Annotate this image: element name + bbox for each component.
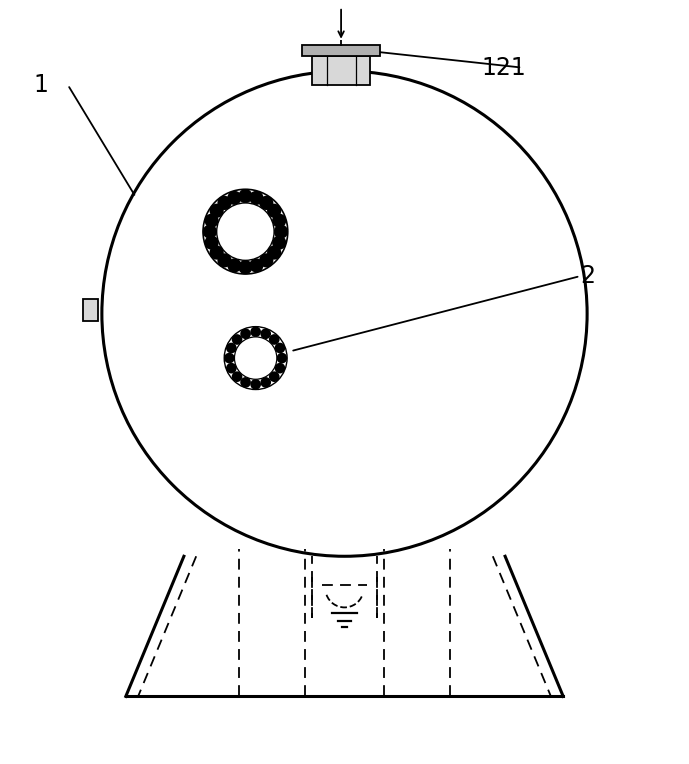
Text: 121: 121: [481, 56, 526, 79]
Circle shape: [232, 371, 243, 382]
Circle shape: [274, 225, 288, 239]
Circle shape: [259, 254, 274, 267]
Circle shape: [240, 329, 251, 339]
Circle shape: [224, 353, 235, 364]
Circle shape: [267, 245, 281, 260]
Circle shape: [240, 377, 251, 387]
Text: 2: 2: [580, 264, 595, 288]
Circle shape: [232, 334, 243, 345]
Circle shape: [250, 379, 261, 390]
Circle shape: [234, 337, 277, 379]
Circle shape: [275, 343, 285, 353]
Circle shape: [267, 204, 281, 218]
Circle shape: [218, 196, 232, 210]
Circle shape: [250, 326, 261, 337]
Circle shape: [218, 254, 232, 267]
Circle shape: [249, 258, 263, 273]
Circle shape: [249, 191, 263, 205]
Circle shape: [238, 189, 252, 203]
Circle shape: [260, 377, 271, 387]
Circle shape: [226, 363, 237, 374]
Circle shape: [272, 214, 287, 228]
Circle shape: [269, 371, 280, 382]
Circle shape: [217, 203, 274, 261]
Circle shape: [260, 329, 271, 339]
Circle shape: [203, 225, 217, 239]
Circle shape: [277, 353, 287, 364]
Bar: [302, 45, 380, 56]
Circle shape: [259, 196, 274, 210]
Circle shape: [238, 260, 252, 274]
Bar: [312, 56, 370, 85]
Circle shape: [227, 191, 242, 205]
Circle shape: [209, 245, 224, 260]
Circle shape: [275, 363, 285, 374]
Circle shape: [205, 214, 218, 228]
Circle shape: [272, 235, 287, 250]
Text: 1: 1: [34, 73, 48, 97]
Circle shape: [226, 343, 237, 353]
Circle shape: [227, 258, 242, 273]
Circle shape: [209, 204, 224, 218]
Circle shape: [269, 334, 280, 345]
Bar: [83, 299, 99, 321]
Circle shape: [205, 235, 218, 250]
